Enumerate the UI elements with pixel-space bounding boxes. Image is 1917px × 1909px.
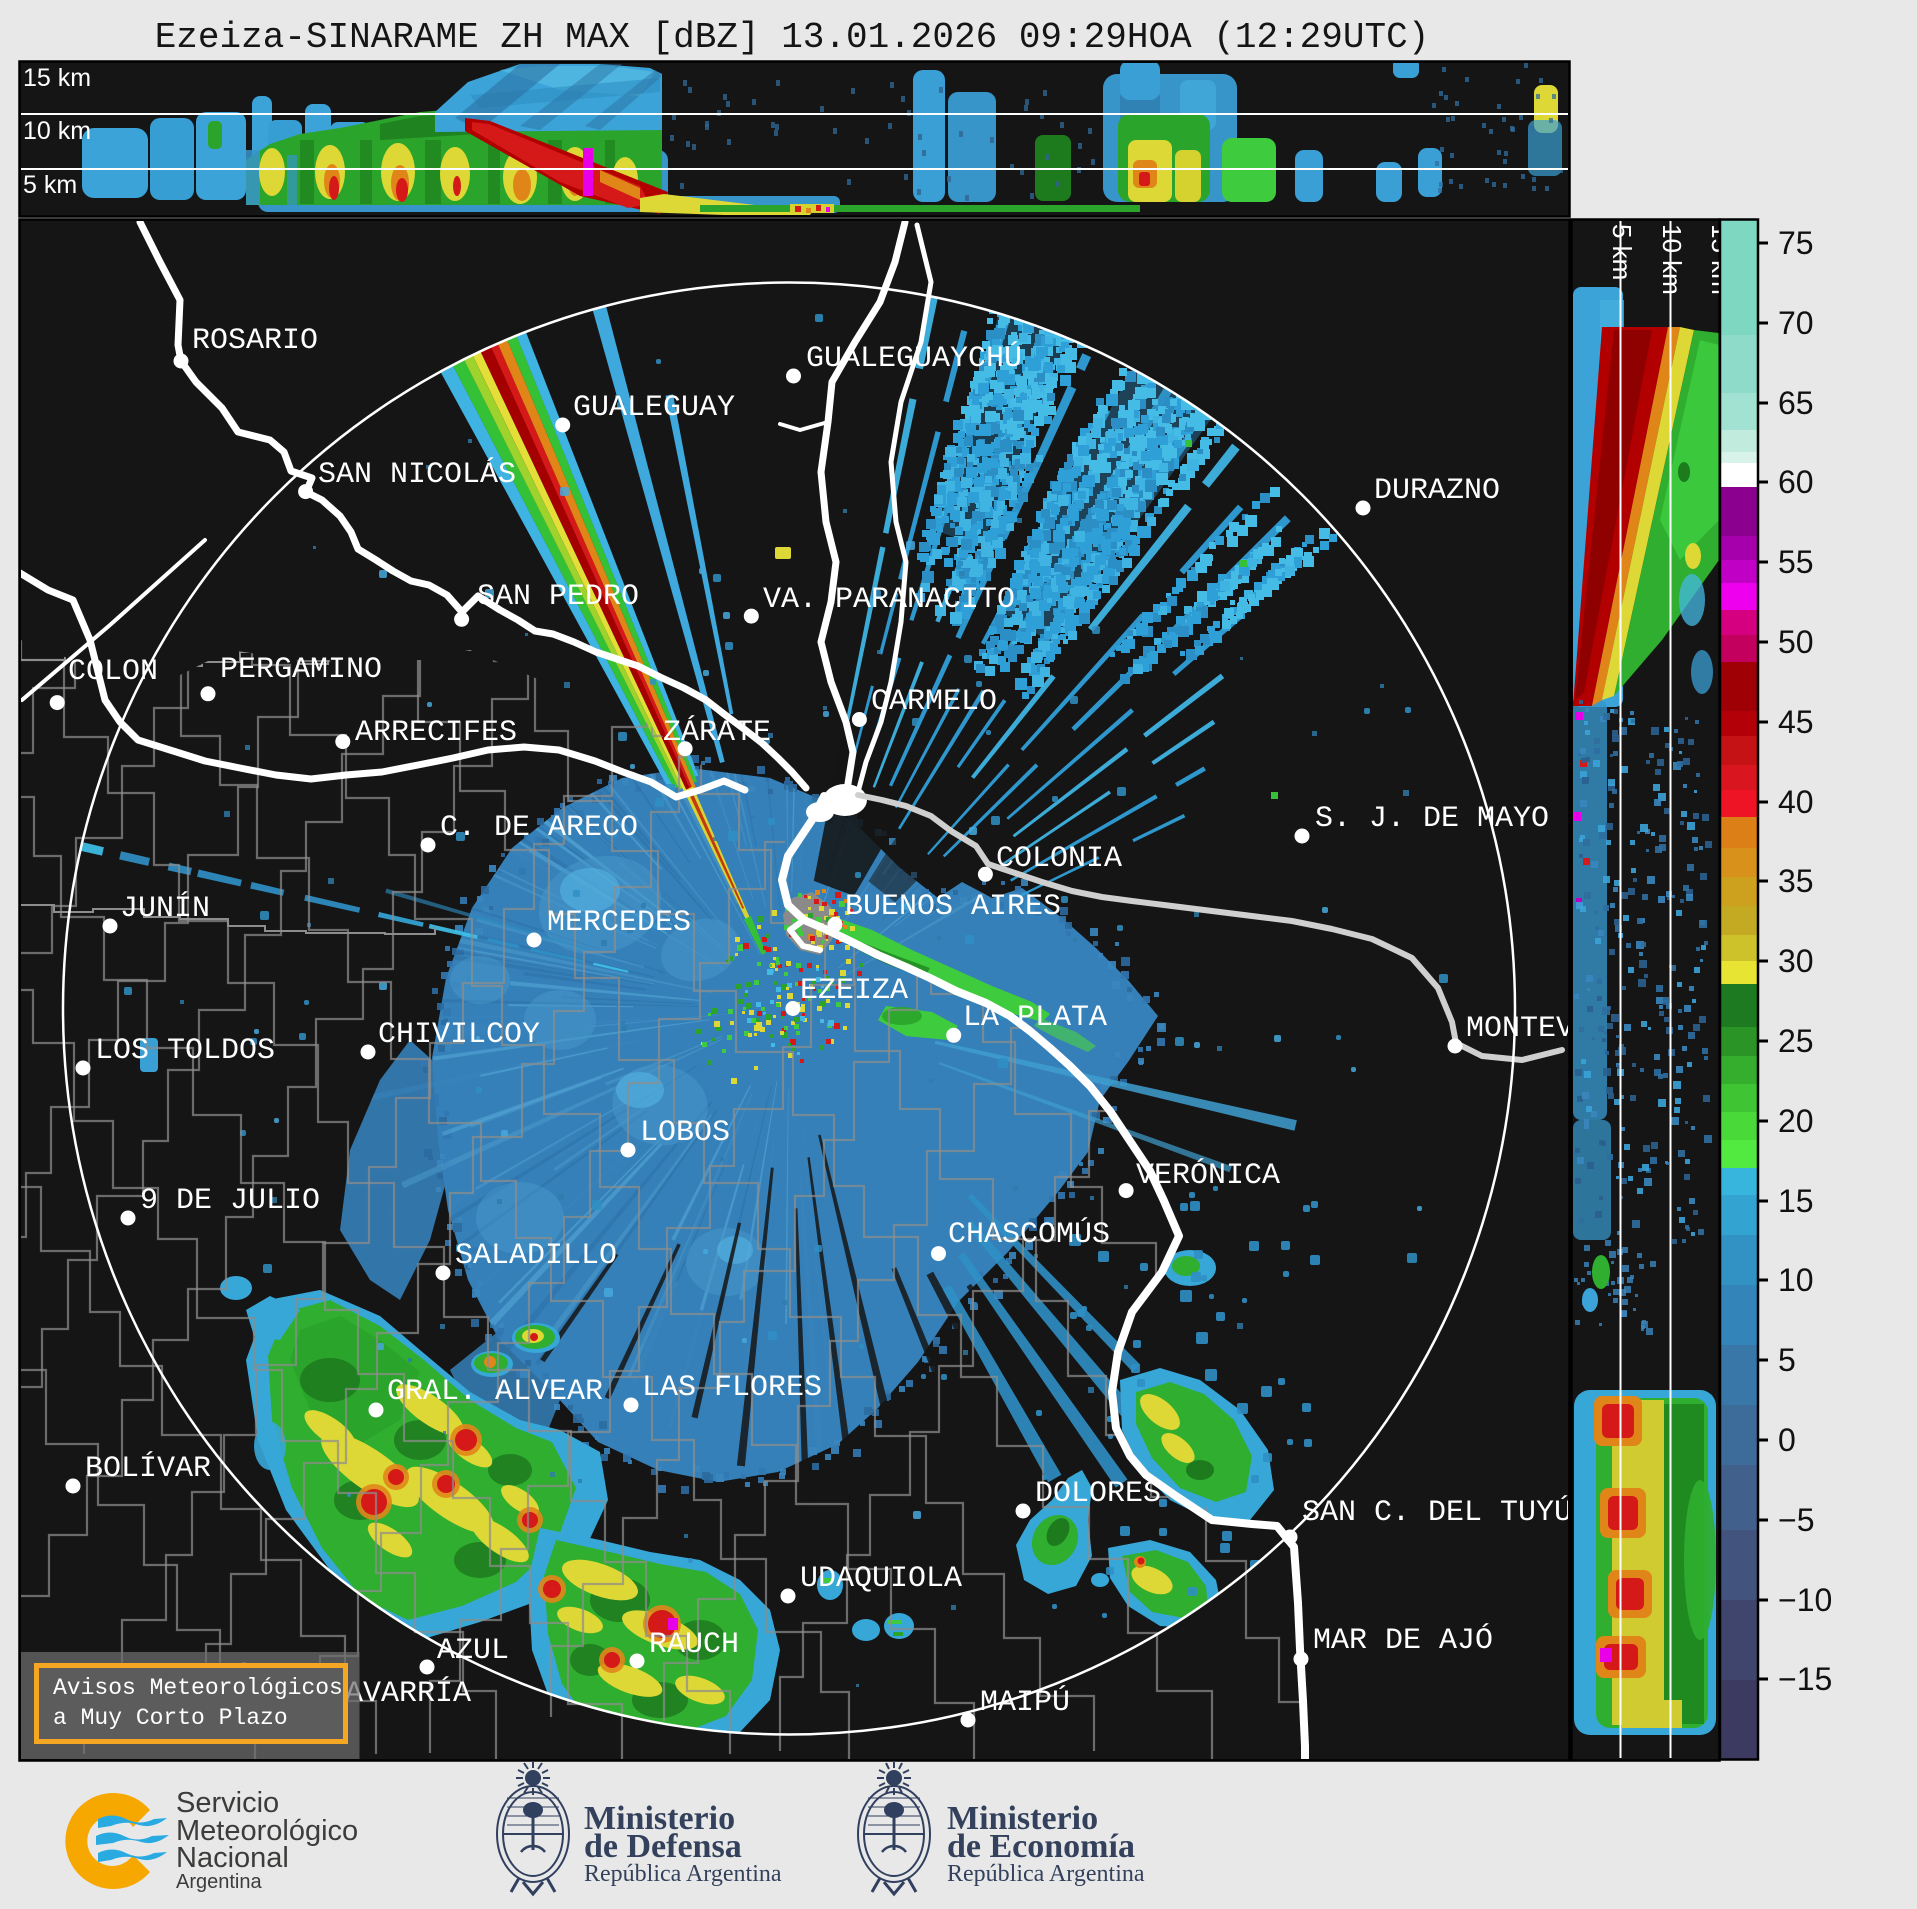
svg-text:35: 35 [1778,863,1814,899]
svg-text:0: 0 [1778,1422,1796,1458]
svg-text:15: 15 [1778,1183,1814,1219]
svg-text:S. J. DE MAYO: S. J. DE MAYO [1315,802,1549,836]
svg-text:10: 10 [1778,1262,1814,1298]
svg-text:60: 60 [1778,464,1814,500]
svg-text:DURAZNO: DURAZNO [1374,474,1500,508]
svg-text:UDAQUIOLA: UDAQUIOLA [800,1562,962,1596]
svg-text:ARRECIFES: ARRECIFES [355,716,517,750]
svg-text:Ministerio: Ministerio [947,1800,1098,1837]
svg-text:COLON: COLON [68,655,158,689]
svg-text:JUNÍN: JUNÍN [120,891,210,926]
svg-text:10 km: 10 km [1657,224,1687,295]
svg-text:RAUCH: RAUCH [649,1628,739,1662]
svg-text:40: 40 [1778,784,1814,820]
svg-text:SAN NICOLÁS: SAN NICOLÁS [318,457,516,492]
svg-text:LOS TOLDOS: LOS TOLDOS [95,1034,275,1068]
svg-text:MAR DE AJÓ: MAR DE AJÓ [1313,1623,1493,1658]
svg-text:45: 45 [1778,704,1814,740]
svg-text:65: 65 [1778,385,1814,421]
svg-text:de Economía: de Economía [947,1828,1135,1865]
svg-text:−10: −10 [1778,1582,1832,1618]
svg-text:GRAL. ALVEAR: GRAL. ALVEAR [387,1375,603,1409]
svg-text:ZÁRATE: ZÁRATE [663,715,771,750]
svg-text:Nacional: Nacional [176,1842,289,1874]
svg-text:75: 75 [1778,225,1814,261]
svg-text:MAIPÚ: MAIPÚ [980,1685,1070,1720]
svg-text:CARMELO: CARMELO [871,685,997,719]
svg-text:LA PLATA: LA PLATA [963,1001,1107,1035]
svg-text:EZEIZA: EZEIZA [800,974,908,1008]
svg-text:−15: −15 [1778,1661,1832,1697]
svg-text:de Defensa: de Defensa [584,1828,742,1865]
svg-text:5 km: 5 km [23,171,77,199]
svg-text:Ezeiza-SINARAME ZH MAX [dBZ] 1: Ezeiza-SINARAME ZH MAX [dBZ] 13.01.2026 … [155,17,1430,58]
svg-text:CHIVILCOY: CHIVILCOY [378,1018,540,1052]
svg-text:Argentina: Argentina [176,1871,262,1893]
svg-text:Servicio: Servicio [176,1787,279,1819]
svg-text:−5: −5 [1778,1502,1814,1538]
svg-text:30: 30 [1778,943,1814,979]
svg-text:AZUL: AZUL [437,1634,509,1668]
svg-text:BUENOS AIRES: BUENOS AIRES [845,890,1061,924]
svg-text:ROSARIO: ROSARIO [192,324,318,358]
svg-text:República Argentina: República Argentina [584,1861,782,1887]
svg-text:DOLORES: DOLORES [1035,1477,1161,1511]
svg-text:Ministerio: Ministerio [584,1800,735,1837]
svg-text:C. DE ARECO: C. DE ARECO [440,811,638,845]
svg-text:MERCEDES: MERCEDES [547,906,691,940]
svg-text:a Muy Corto Plazo: a Muy Corto Plazo [53,1705,288,1731]
svg-text:10 km: 10 km [23,117,91,145]
svg-text:25: 25 [1778,1023,1814,1059]
svg-text:GUALEGUAYCHÚ: GUALEGUAYCHÚ [806,341,1022,376]
svg-text:VERÓNICA: VERÓNICA [1136,1158,1280,1193]
svg-text:5: 5 [1778,1342,1796,1378]
svg-text:5 km: 5 km [1607,224,1637,280]
svg-text:55: 55 [1778,544,1814,580]
svg-text:CHASCOMÚS: CHASCOMÚS [948,1217,1110,1252]
svg-text:9 DE JULIO: 9 DE JULIO [140,1184,320,1218]
svg-text:GUALEGUAY: GUALEGUAY [573,391,735,425]
svg-text:15 km: 15 km [23,64,91,92]
svg-text:PERGAMINO: PERGAMINO [220,653,382,687]
svg-text:BOLÍVAR: BOLÍVAR [85,1451,211,1486]
svg-text:SAN C. DEL TUYÚ: SAN C. DEL TUYÚ [1302,1495,1572,1530]
svg-text:20: 20 [1778,1103,1814,1139]
svg-text:70: 70 [1778,305,1814,341]
svg-text:Avisos Meteorológicos: Avisos Meteorológicos [53,1675,343,1701]
svg-text:SALADILLO: SALADILLO [455,1239,617,1273]
svg-text:LAS FLORES: LAS FLORES [642,1371,822,1405]
svg-text:MONTEVIDEO: MONTEVIDEO [1466,1012,1646,1046]
svg-text:COLONIA: COLONIA [996,842,1122,876]
svg-text:50: 50 [1778,624,1814,660]
svg-text:República Argentina: República Argentina [947,1861,1145,1887]
svg-text:Meteorológico: Meteorológico [176,1815,358,1847]
svg-text:VA. PARANACITO: VA. PARANACITO [763,583,1015,617]
svg-text:LOBOS: LOBOS [640,1116,730,1150]
svg-text:SAN PEDRO: SAN PEDRO [477,580,639,614]
